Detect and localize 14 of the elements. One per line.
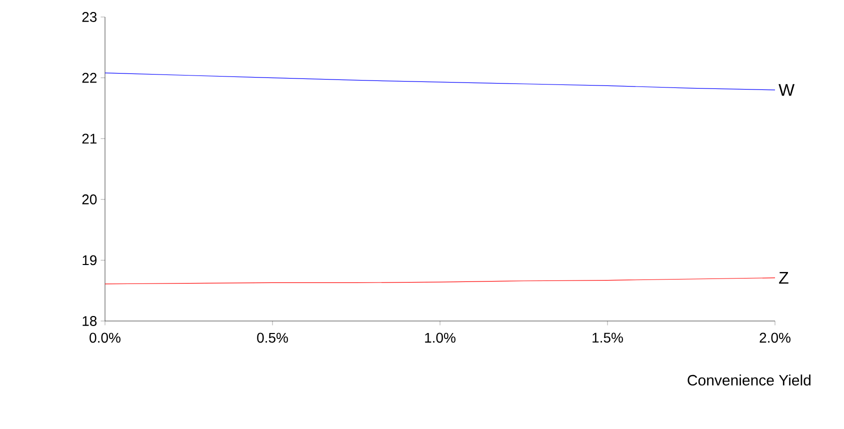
x-tick-label: 2.0% [760, 332, 790, 343]
y-tick-label: 20 [82, 194, 97, 204]
y-tick-label: 21 [82, 134, 97, 144]
y-tick-label: 23 [82, 12, 97, 22]
x-tick-label: 1.5% [592, 332, 623, 343]
x-tick-label: 0.0% [90, 332, 120, 343]
series-label: W [778, 84, 795, 96]
y-tick-label: 18 [82, 316, 97, 326]
series-label: Z [779, 272, 788, 284]
y-tick-label: 19 [82, 255, 97, 266]
x-axis-title: Convenience Yield [688, 374, 810, 386]
y-tick-label: 22 [82, 72, 96, 83]
x-tick-label: 0.5% [257, 332, 288, 343]
x-tick-label: 1.0% [425, 332, 456, 343]
